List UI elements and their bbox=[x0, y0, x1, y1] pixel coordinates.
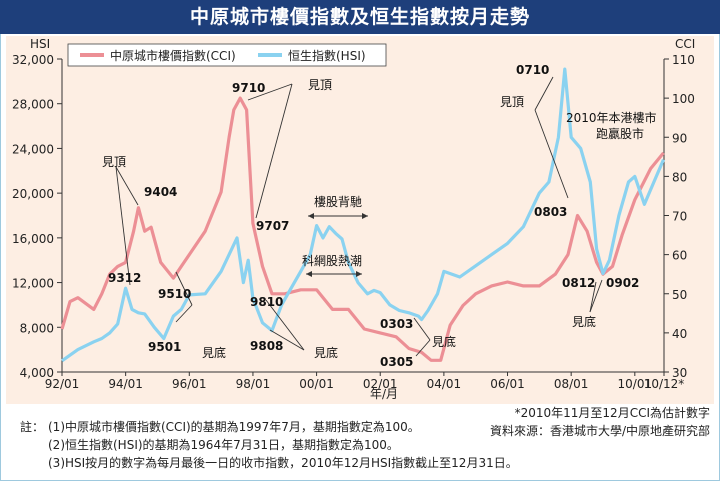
annotation-9510: 9510 bbox=[158, 287, 191, 301]
arrow-9510-a bbox=[175, 271, 193, 306]
arrowhead-tech-l bbox=[306, 271, 312, 277]
left-tick-labels: 4,000 8,000 12,000 16,000 20,000 24,000 28,000… bbox=[12, 53, 62, 380]
arrow-98-a bbox=[265, 299, 305, 351]
annotation-peak-94: 見頂 bbox=[102, 155, 126, 169]
annotation-tech-boom: 科網股熱潮 bbox=[302, 253, 362, 268]
right-tick-label: 50 bbox=[672, 288, 687, 302]
arrowhead-divergence-r bbox=[362, 213, 368, 219]
x-tick-label: 96/01 bbox=[172, 377, 207, 391]
annotation-divergence: 樓股背馳 bbox=[314, 194, 362, 209]
annotation-0305: 0305 bbox=[380, 355, 413, 369]
x-tick-label: 98/01 bbox=[236, 377, 271, 391]
y-left-axis-label: HSI bbox=[30, 37, 50, 51]
right-tick-label: 110 bbox=[672, 53, 695, 67]
arrow-0710 bbox=[534, 76, 554, 111]
annotation-9710: 9710 bbox=[232, 81, 265, 95]
hsi-series-line bbox=[61, 67, 665, 363]
arrow-0303 bbox=[413, 317, 431, 341]
arrow-9707 bbox=[255, 83, 293, 219]
arrowhead-divergence-l bbox=[308, 213, 314, 219]
right-tick-label: 40 bbox=[672, 327, 687, 341]
note-1: (1)中原城市樓價指數(CCI)的基期為1997年7月，基期指數定為100。 bbox=[48, 420, 420, 434]
arrow-9710 bbox=[247, 83, 293, 101]
cci-series-line bbox=[60, 96, 665, 362]
left-tick-label: 32,000 bbox=[12, 53, 54, 67]
arrow-0305 bbox=[415, 339, 431, 357]
arrow-9510-b bbox=[175, 304, 193, 323]
y-right-axis-label: CCI bbox=[675, 37, 695, 51]
right-tick-label: 30 bbox=[672, 366, 687, 380]
right-tick-label: 90 bbox=[672, 131, 687, 145]
plot-panel bbox=[6, 36, 714, 404]
arrow-08-a bbox=[589, 281, 597, 313]
x-tick-label: 10/01 bbox=[618, 377, 653, 391]
arrow-9312 bbox=[115, 166, 131, 286]
annotation-trough-08: 見底 bbox=[572, 314, 596, 329]
x-tick-label: 10/12* bbox=[644, 377, 685, 391]
x-tick-label: 02/01 bbox=[363, 377, 398, 391]
right-tick-label: 60 bbox=[672, 249, 687, 263]
x-tick-label: 06/01 bbox=[490, 377, 525, 391]
annotation-arrows bbox=[115, 76, 603, 357]
data-source: 資料來源：香港城市大學/中原地產研究部 bbox=[489, 424, 710, 438]
annotation-labels: 見頂 9404 9312 9510 9501 見底 9710 見頂 9707 9… bbox=[102, 63, 657, 369]
annotation-9707: 9707 bbox=[256, 219, 289, 233]
annotation-9810: 9810 bbox=[250, 295, 283, 309]
left-tick-label: 24,000 bbox=[12, 142, 54, 156]
x-tick-label: 92/01 bbox=[45, 377, 80, 391]
x-tick-labels: 92/01 94/01 96/01 98/01 00/01 02/01 04/01 06/01… bbox=[45, 372, 685, 391]
left-tick-label: 8,000 bbox=[20, 321, 54, 335]
arrow-08-b bbox=[589, 279, 603, 313]
legend-box bbox=[67, 43, 387, 67]
x-tick-label: 08/01 bbox=[554, 377, 589, 391]
note-3: (3)HSI按月的數字為每月最後一日的收市指數，2010年12月HSI指數截止至… bbox=[48, 456, 518, 470]
arrow-0803 bbox=[534, 109, 569, 199]
annotation-9808: 9808 bbox=[250, 339, 283, 353]
chart-title: 中原城市樓價指數及恒生指數按月走勢 bbox=[0, 0, 720, 34]
annotation-9312: 9312 bbox=[108, 271, 141, 285]
right-tick-label: 100 bbox=[672, 92, 695, 106]
annotation-peak-07: 見頂 bbox=[500, 95, 524, 109]
annotation-0812: 0812 bbox=[562, 276, 595, 290]
notes-label: 註： bbox=[20, 420, 45, 434]
right-tick-label: 80 bbox=[672, 170, 687, 184]
line-chart: HSI CCI 年/月 4,000 8,000 12,000 16,000 20,000… bbox=[12, 37, 695, 401]
annotation-0803: 0803 bbox=[534, 205, 567, 219]
x-axis-label: 年/月 bbox=[370, 387, 398, 401]
right-tick-label: 70 bbox=[672, 210, 687, 224]
annotation-peak-97: 見頂 bbox=[308, 78, 332, 92]
left-tick-label: 12,000 bbox=[12, 277, 54, 291]
footnote-estimate: *2010年11月至12月CCI為估計數字 bbox=[514, 406, 710, 420]
arrowhead-tech-r bbox=[356, 271, 362, 277]
annotation-9501: 9501 bbox=[148, 340, 181, 354]
legend-hsi-label: 恒生指數(HSI) bbox=[288, 48, 366, 63]
annotation-9404: 9404 bbox=[144, 185, 177, 199]
legend: 中原城市樓價指數(CCI) 恒生指數(HSI) bbox=[67, 43, 387, 67]
x-tick-label: 94/01 bbox=[108, 377, 143, 391]
right-tick-labels: 30 40 50 60 70 80 90 100 110 bbox=[664, 53, 695, 380]
annotation-0902: 0902 bbox=[606, 276, 639, 290]
legend-cci-label: 中原城市樓價指數(CCI) bbox=[110, 48, 236, 63]
left-tick-label: 4,000 bbox=[20, 366, 54, 380]
left-tick-label: 28,000 bbox=[12, 98, 54, 112]
annotation-arrowheads bbox=[306, 213, 368, 277]
left-tick-label: 20,000 bbox=[12, 187, 54, 201]
arrow-9404 bbox=[115, 166, 139, 206]
x-tick-label: 00/01 bbox=[299, 377, 334, 391]
x-tick-label: 04/01 bbox=[427, 377, 462, 391]
annotation-2010-line1: 2010年本港樓市 bbox=[566, 110, 657, 125]
annotation-trough-03: 見底 bbox=[432, 334, 456, 349]
annotation-trough-95: 見底 bbox=[202, 345, 226, 360]
left-tick-label: 16,000 bbox=[12, 232, 54, 246]
annotation-0303: 0303 bbox=[380, 317, 413, 331]
annotation-0710: 0710 bbox=[516, 63, 549, 77]
annotation-2010-line2: 跑贏股市 bbox=[596, 126, 644, 141]
annotation-trough-98: 見底 bbox=[314, 345, 338, 360]
arrow-98-b bbox=[269, 329, 305, 351]
note-2: (2)恒生指數(HSI)的基期為1964年7月31日，基期指數定為100。 bbox=[48, 438, 399, 452]
notes-section: 註： (1)中原城市樓價指數(CCI)的基期為1997年7月，基期指數定為100… bbox=[0, 404, 720, 481]
